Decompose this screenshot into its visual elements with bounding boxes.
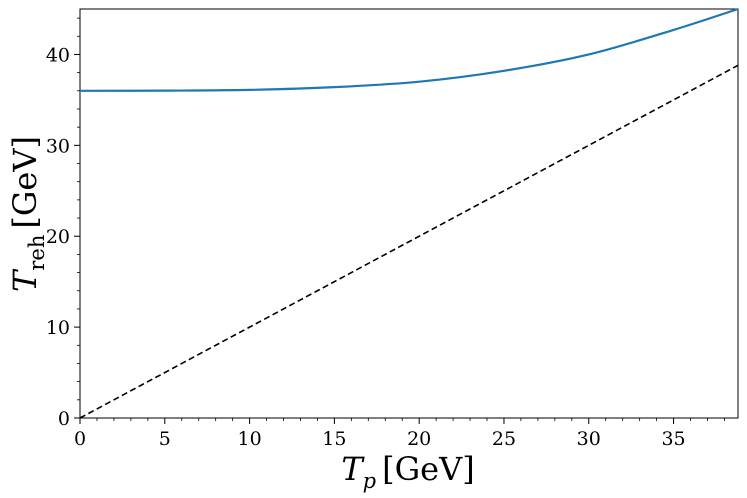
x-tick-label: 35: [661, 428, 685, 450]
y-tick-label: 0: [58, 408, 70, 430]
plot-frame: [79, 8, 739, 419]
x-axis-label-main: T: [341, 450, 365, 488]
y-axis-label-unit: [GeV]: [6, 136, 44, 229]
x-axis-label-sub: p: [363, 469, 376, 493]
x-tick-label: 5: [159, 428, 171, 450]
y-tick-label: 40: [46, 44, 70, 66]
y-tick-label: 10: [46, 317, 70, 339]
y-axis-label-main: T: [6, 268, 44, 292]
x-tick-label: 25: [492, 428, 516, 450]
y-tick-label: 20: [46, 226, 70, 248]
x-tick-label: 30: [577, 428, 601, 450]
y-axis-ticks: 0 10 20 30 40: [46, 17, 80, 430]
x-tick-label: 20: [407, 428, 431, 450]
x-axis-label: Tp [GeV]: [341, 450, 474, 493]
x-tick-label: 0: [74, 428, 86, 450]
series-line-1: [79, 7, 739, 92]
x-axis-label-unit: [GeV]: [382, 450, 475, 488]
plot-area-border: [79, 8, 739, 419]
x-tick-label: 15: [322, 428, 346, 450]
y-axis-label: Treh [GeV]: [6, 136, 49, 292]
x-axis-ticks: 0 5 10 15 20 25 30 35: [74, 418, 725, 450]
x-tick-label: 10: [237, 428, 261, 450]
series-line-2: [79, 64, 739, 419]
series-layer: [79, 7, 739, 419]
y-tick-label: 30: [46, 135, 70, 157]
y-axis-label-sub: reh: [25, 235, 49, 271]
